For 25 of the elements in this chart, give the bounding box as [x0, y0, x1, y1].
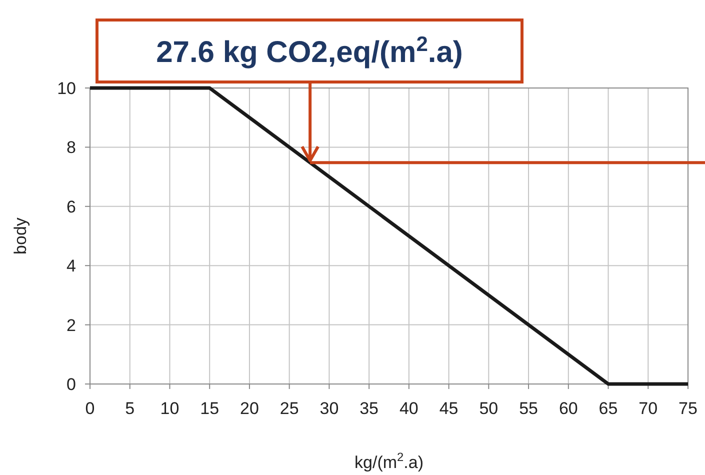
x-tick-label: 50 — [479, 399, 498, 418]
y-axis-title: body — [11, 217, 30, 254]
x-tick-label: 55 — [519, 399, 538, 418]
x-tick-label: 60 — [558, 399, 578, 418]
x-axis-title: kg/(m$^{2}$.a) — [354, 450, 424, 472]
x-tick-label: 15 — [200, 399, 220, 418]
x-tick-label: 70 — [638, 399, 658, 418]
x-tick-label: 75 — [678, 399, 698, 418]
x-tick-label: 45 — [439, 399, 458, 418]
x-tick-label: 20 — [240, 399, 259, 418]
x-tick-label: 40 — [399, 399, 418, 418]
y-tick-label: 4 — [66, 256, 76, 276]
x-tick-label: 10 — [160, 399, 180, 418]
y-tick-label: 8 — [66, 138, 76, 158]
x-tick-label: 35 — [360, 399, 379, 418]
x-tick-label: 5 — [125, 399, 135, 418]
y-tick-label: 6 — [66, 197, 76, 216]
x-tick-label: 65 — [598, 399, 618, 418]
annotation: 27.6 kg CO2,eq/(m$^{2}$.a) — [156, 32, 463, 69]
x-tick-label: 25 — [280, 399, 299, 418]
x-tick-label: 30 — [320, 399, 339, 418]
x-tick-label: 0 — [85, 399, 95, 418]
y-tick-label: 0 — [66, 375, 76, 394]
y-tick-label: 10 — [57, 79, 76, 98]
y-tick-label: 2 — [66, 316, 76, 335]
